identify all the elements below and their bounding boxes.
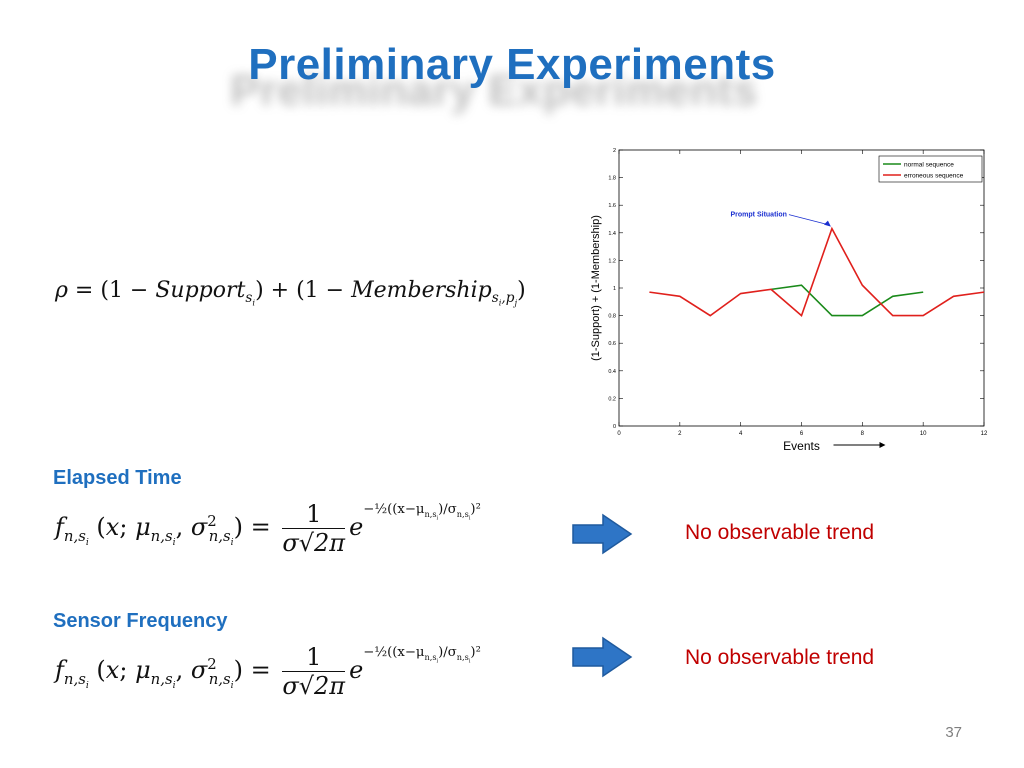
x-tick-label: 2 [678, 431, 682, 437]
annotation-arrow-line [788, 214, 829, 226]
title-area: Preliminary Experiments Preliminary Expe… [0, 40, 1024, 115]
result-elapsed-time: No observable trend [685, 521, 875, 544]
section-label-elapsed-time: Elapsed Time [53, 467, 182, 489]
annotation-label: Prompt Situation [731, 212, 787, 219]
page-number: 37 [945, 724, 962, 741]
y-axis-label: (1-Support) + (1-Membership) [590, 215, 602, 361]
x-tick-label: 8 [861, 431, 865, 437]
y-tick-label: 1.8 [608, 176, 616, 182]
y-tick-label: 0.8 [608, 314, 616, 320]
y-tick-label: 1.4 [608, 231, 616, 237]
y-tick-label: 0.2 [608, 396, 616, 402]
x-tick-label: 0 [617, 431, 621, 437]
section-label-sensor-frequency: Sensor Frequency [53, 610, 228, 632]
y-tick-label: 2 [613, 148, 616, 154]
arrow-right-icon [572, 513, 633, 555]
rho-formula: ρ = (1 − Supportsi) + (1 − Membershipsi,… [55, 278, 526, 309]
slide-title-shadow: Preliminary Experiments [230, 66, 758, 115]
x-axis-label: Events [783, 439, 820, 453]
plot-area [618, 149, 985, 427]
gaussian-formula-elapsed-time: fn,si (x; μn,si, σ2n,si) = 1 σ√2π e−½((x… [55, 500, 481, 557]
line-chart: 0 2 4 6 8 10 12 0 0.2 0.4 0.6 0.8 1 1.2 1.4 1.6 1.8 2 Even… [590, 148, 988, 453]
y-tick-label: 0.4 [608, 369, 616, 375]
x-tick-label: 4 [739, 431, 743, 437]
slide-title: Preliminary Experiments Preliminary Expe… [230, 40, 776, 115]
y-tick-label: 0.6 [608, 341, 616, 347]
y-tick-label: 1 [613, 286, 616, 292]
y-tick-label: 0 [613, 424, 616, 430]
arrow-right-icon [572, 636, 633, 678]
result-sensor-frequency: No observable trend [685, 646, 875, 669]
x-tick-label: 6 [800, 431, 804, 437]
series-line-erroneous [649, 226, 985, 317]
y-tick-label: 1.2 [608, 258, 616, 264]
x-axis-arrow-head-icon [879, 442, 886, 448]
x-tick-label: 10 [920, 431, 927, 437]
y-tick-label: 1.6 [608, 203, 616, 209]
legend-box [878, 155, 983, 183]
legend-label: erroneous sequence [904, 172, 964, 179]
legend-label: normal sequence [904, 161, 954, 168]
gaussian-formula-sensor-frequency: fn,si (x; μn,si, σ2n,si) = 1 σ√2π e−½((x… [55, 643, 481, 700]
slide-title-text: Preliminary Experiments [248, 40, 776, 89]
series-line-normal [770, 284, 924, 317]
x-tick-label: 12 [981, 431, 988, 437]
annotation-arrow-head-icon [823, 220, 831, 227]
